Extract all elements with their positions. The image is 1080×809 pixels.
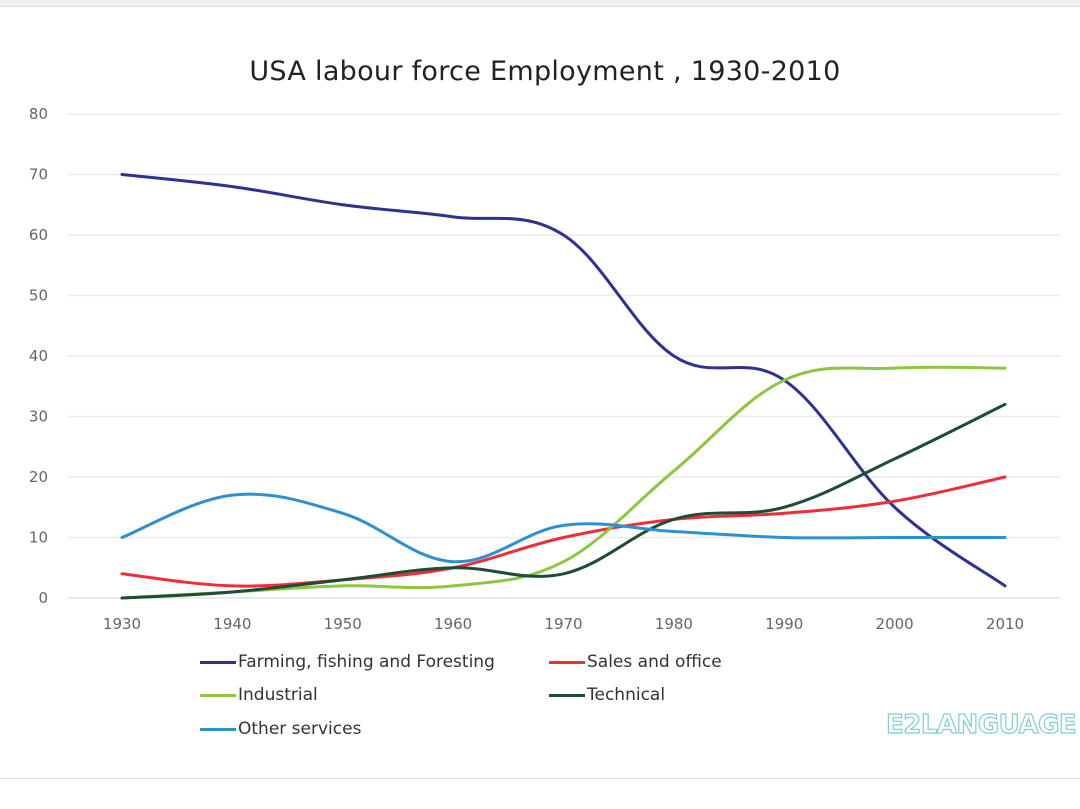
legend-item-other-services: Other services xyxy=(200,719,361,739)
x-tick-label: 1990 xyxy=(765,615,803,633)
y-tick-label: 40 xyxy=(29,347,48,365)
legend-label: Technical xyxy=(587,685,666,705)
x-tick-label: 1960 xyxy=(434,615,472,633)
legend-label: Other services xyxy=(238,719,362,739)
legend-swatch xyxy=(549,660,585,664)
legend-label: Farming, fishing and Foresting xyxy=(238,652,495,672)
series-line-4 xyxy=(120,492,1007,564)
series-line-1 xyxy=(120,475,1007,588)
legend-swatch xyxy=(549,693,585,697)
y-tick-label: 0 xyxy=(38,589,48,607)
x-tick-label: 2000 xyxy=(876,615,914,633)
y-tick-label: 60 xyxy=(29,226,48,244)
x-tick-label: 2010 xyxy=(986,615,1024,633)
x-tick-label: 1950 xyxy=(324,615,362,633)
legend-label: Industrial xyxy=(238,685,318,705)
y-tick-label: 80 xyxy=(29,105,48,123)
y-tick-label: 50 xyxy=(29,287,48,305)
x-tick-label: 1930 xyxy=(103,615,141,633)
e2language-logo: E2LANGUAGE xyxy=(885,709,1077,740)
x-tick-label: 1970 xyxy=(544,615,582,633)
legend-label: Sales and office xyxy=(587,652,722,672)
x-tick-label: 1980 xyxy=(655,615,693,633)
x-tick-label: 1940 xyxy=(213,615,251,633)
legend-swatch xyxy=(200,693,236,697)
series-line-2 xyxy=(120,365,1007,600)
y-tick-label: 20 xyxy=(29,468,48,486)
legend-item-industrial: Industrial xyxy=(200,685,318,705)
legend-item-technical: Technical xyxy=(549,685,665,705)
bottom-bar xyxy=(0,778,1080,779)
legend-swatch xyxy=(200,660,236,664)
y-tick-label: 30 xyxy=(29,408,48,426)
legend-item-farming: Farming, fishing and Foresting xyxy=(200,652,495,672)
y-tick-label: 10 xyxy=(29,529,48,547)
series-line-3 xyxy=(120,402,1007,600)
legend-swatch xyxy=(200,727,236,731)
legend-item-sales: Sales and office xyxy=(549,652,722,672)
top-bar xyxy=(0,0,1080,7)
y-tick-label: 70 xyxy=(29,166,48,184)
chart-title: USA labour force Employment , 1930-2010 xyxy=(249,56,841,87)
